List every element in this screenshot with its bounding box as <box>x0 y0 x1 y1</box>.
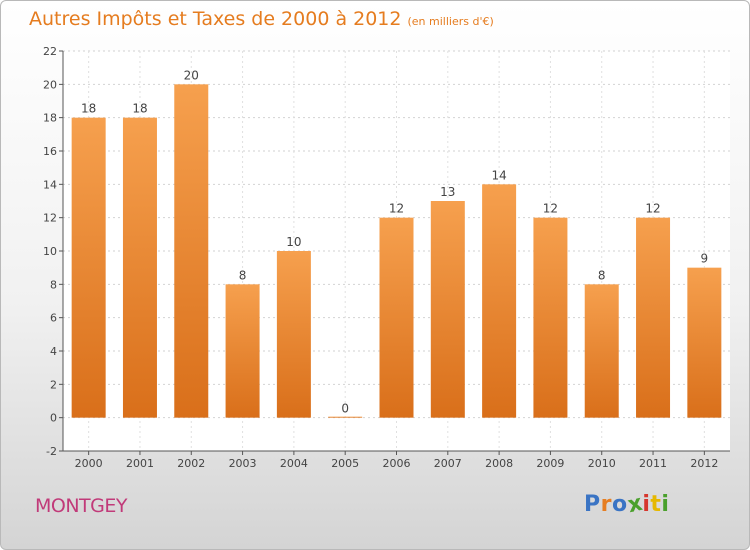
proxiti-logo[interactable]: Proxiti <box>584 491 670 519</box>
y-tick-label: 22 <box>43 45 57 58</box>
data-label-2005: 0 <box>341 402 349 416</box>
bar-2006 <box>379 217 414 418</box>
logo-letter: P <box>584 492 601 517</box>
bar-2008 <box>482 184 517 418</box>
logo-letter: o <box>611 492 628 517</box>
logo-letter: t <box>650 492 662 517</box>
chart-title: Autres Impôts et Taxes de 2000 à 2012 <box>29 8 402 30</box>
data-label-2004: 10 <box>286 235 301 249</box>
y-tick-label: 16 <box>43 145 57 158</box>
x-tick-label-2010: 2010 <box>588 457 616 470</box>
bar-2011 <box>636 217 671 418</box>
bar-2007 <box>430 201 465 418</box>
y-tick-label: 18 <box>43 112 57 125</box>
bar-2009 <box>533 217 568 418</box>
data-label-2006: 12 <box>389 202 404 216</box>
y-tick-label: 8 <box>50 278 57 291</box>
x-tick-label-2011: 2011 <box>639 457 667 470</box>
bar-2012 <box>687 267 722 418</box>
data-labels: 18 18 20 8 10 0 12 13 14 12 8 12 9 <box>81 68 708 415</box>
y-tick-label: 12 <box>43 212 57 225</box>
data-label-2001: 18 <box>132 102 147 116</box>
logo-letter: i <box>661 492 670 517</box>
y-tick-label: 10 <box>43 245 57 258</box>
data-label-2011: 12 <box>645 202 660 216</box>
x-tick-label-2003: 2003 <box>229 457 257 470</box>
y-tick-label: 0 <box>50 412 57 425</box>
bar-2002 <box>174 84 209 418</box>
x-tick-label-2000: 2000 <box>75 457 103 470</box>
data-label-2000: 18 <box>81 102 96 116</box>
y-tick-label: 6 <box>50 312 57 325</box>
x-tick-label-2006: 2006 <box>383 457 411 470</box>
x-tick-label-2008: 2008 <box>485 457 513 470</box>
x-tick-label-2009: 2009 <box>536 457 564 470</box>
data-label-2003: 8 <box>239 268 247 282</box>
logo-letter: r <box>600 492 612 517</box>
y-tick-label: 4 <box>50 345 57 358</box>
data-label-2007: 13 <box>440 185 455 199</box>
logo-letter: i <box>642 492 651 517</box>
bar-2001 <box>122 117 157 418</box>
y-tick-label: 20 <box>43 78 57 91</box>
y-tick-label: 2 <box>50 378 57 391</box>
bars <box>71 84 722 418</box>
bar-2010 <box>584 284 619 418</box>
data-label-2008: 14 <box>491 168 506 182</box>
x-tick-label-2007: 2007 <box>434 457 462 470</box>
bar-2005 <box>328 416 363 418</box>
bar-2003 <box>225 284 260 418</box>
y-tick-label: -2 <box>46 445 57 458</box>
x-tick-label-2005: 2005 <box>331 457 359 470</box>
commune-name: MONTGEY <box>35 495 128 517</box>
axes <box>59 50 730 455</box>
x-tick-label-2004: 2004 <box>280 457 308 470</box>
y-tick-label: 14 <box>43 178 57 191</box>
chart-subtitle: (en milliers d'€) <box>407 15 494 28</box>
x-tick-label-2001: 2001 <box>126 457 154 470</box>
data-label-2012: 9 <box>701 252 709 266</box>
bar-2004 <box>276 251 311 418</box>
x-tick-label-2002: 2002 <box>177 457 205 470</box>
bar-2000 <box>71 117 106 418</box>
data-label-2002: 20 <box>184 68 199 82</box>
x-tick-label-2012: 2012 <box>690 457 718 470</box>
data-label-2010: 8 <box>598 268 606 282</box>
chart-heading: Autres Impôts et Taxes de 2000 à 2012 (en… <box>29 8 494 30</box>
data-label-2009: 12 <box>543 202 558 216</box>
